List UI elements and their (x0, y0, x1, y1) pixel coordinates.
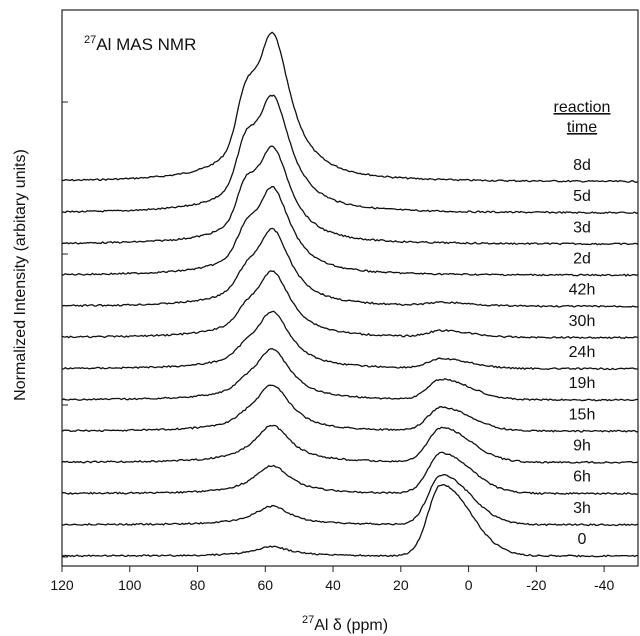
series-label-19h: 19h (569, 375, 596, 392)
x-tick-label: -40 (594, 577, 614, 593)
plot-frame (61, 9, 639, 567)
x-tick-label: -20 (526, 577, 546, 593)
spectrum-19h (61, 348, 639, 402)
spectrum-42h (61, 227, 639, 308)
x-tick-label: 120 (50, 577, 74, 593)
y-axis-title: Normalized Intensity (arbitary units) (12, 149, 29, 401)
series-label-30h: 30h (569, 313, 596, 330)
chart-title: 27Al MAS NMR (84, 34, 196, 54)
series-label-8d: 8d (573, 157, 591, 174)
series-label-9h: 9h (573, 438, 591, 455)
spectra-group (61, 31, 639, 558)
series-label-3d: 3d (573, 219, 591, 236)
chart-title-superscript: 27 (84, 34, 96, 46)
x-tick-label: 0 (465, 577, 473, 593)
spectrum-8d (61, 31, 639, 183)
series-label-3h: 3h (573, 500, 591, 517)
series-label-5d: 5d (573, 188, 591, 205)
series-label-6h: 6h (573, 469, 591, 486)
spectrum-5d (61, 94, 639, 215)
chart-title-text: Al MAS NMR (96, 35, 196, 54)
x-axis-ticks: 120 100 80 60 40 20 0 -20 -40 (50, 566, 614, 593)
series-label-24h: 24h (569, 344, 596, 361)
spectrum-15h (61, 384, 639, 433)
x-axis-title-text: Al δ (ppm) (314, 617, 388, 634)
x-tick-label: 40 (325, 577, 341, 593)
x-tick-label: 20 (393, 577, 409, 593)
spectrum-6h (61, 451, 639, 496)
spectrum-3h (61, 473, 639, 527)
spectrum-9h (61, 424, 639, 464)
series-label-2d: 2d (573, 251, 591, 268)
series-label-0: 0 (578, 531, 587, 548)
y-axis-ticks (62, 101, 68, 558)
x-tick-label: 80 (190, 577, 206, 593)
spectrum-3d (61, 145, 639, 246)
spectrum-24h (61, 310, 639, 371)
legend-heading-line2: time (567, 119, 597, 136)
spectrum-2d (61, 185, 639, 277)
series-labels-group: 8d 5d 3d 2d 42h 30h 24h 19h 15h 9h 6h 3h 0 (569, 157, 596, 548)
x-axis-title: 27Al δ (ppm) (302, 614, 388, 634)
x-tick-label: 100 (118, 577, 142, 593)
legend-heading-line1: reaction (554, 99, 611, 116)
x-axis-title-superscript: 27 (302, 614, 314, 626)
series-label-15h: 15h (569, 406, 596, 423)
series-label-42h: 42h (569, 282, 596, 299)
spectrum-0 (61, 484, 639, 558)
x-tick-label: 60 (258, 577, 274, 593)
spectrum-30h (61, 270, 639, 340)
